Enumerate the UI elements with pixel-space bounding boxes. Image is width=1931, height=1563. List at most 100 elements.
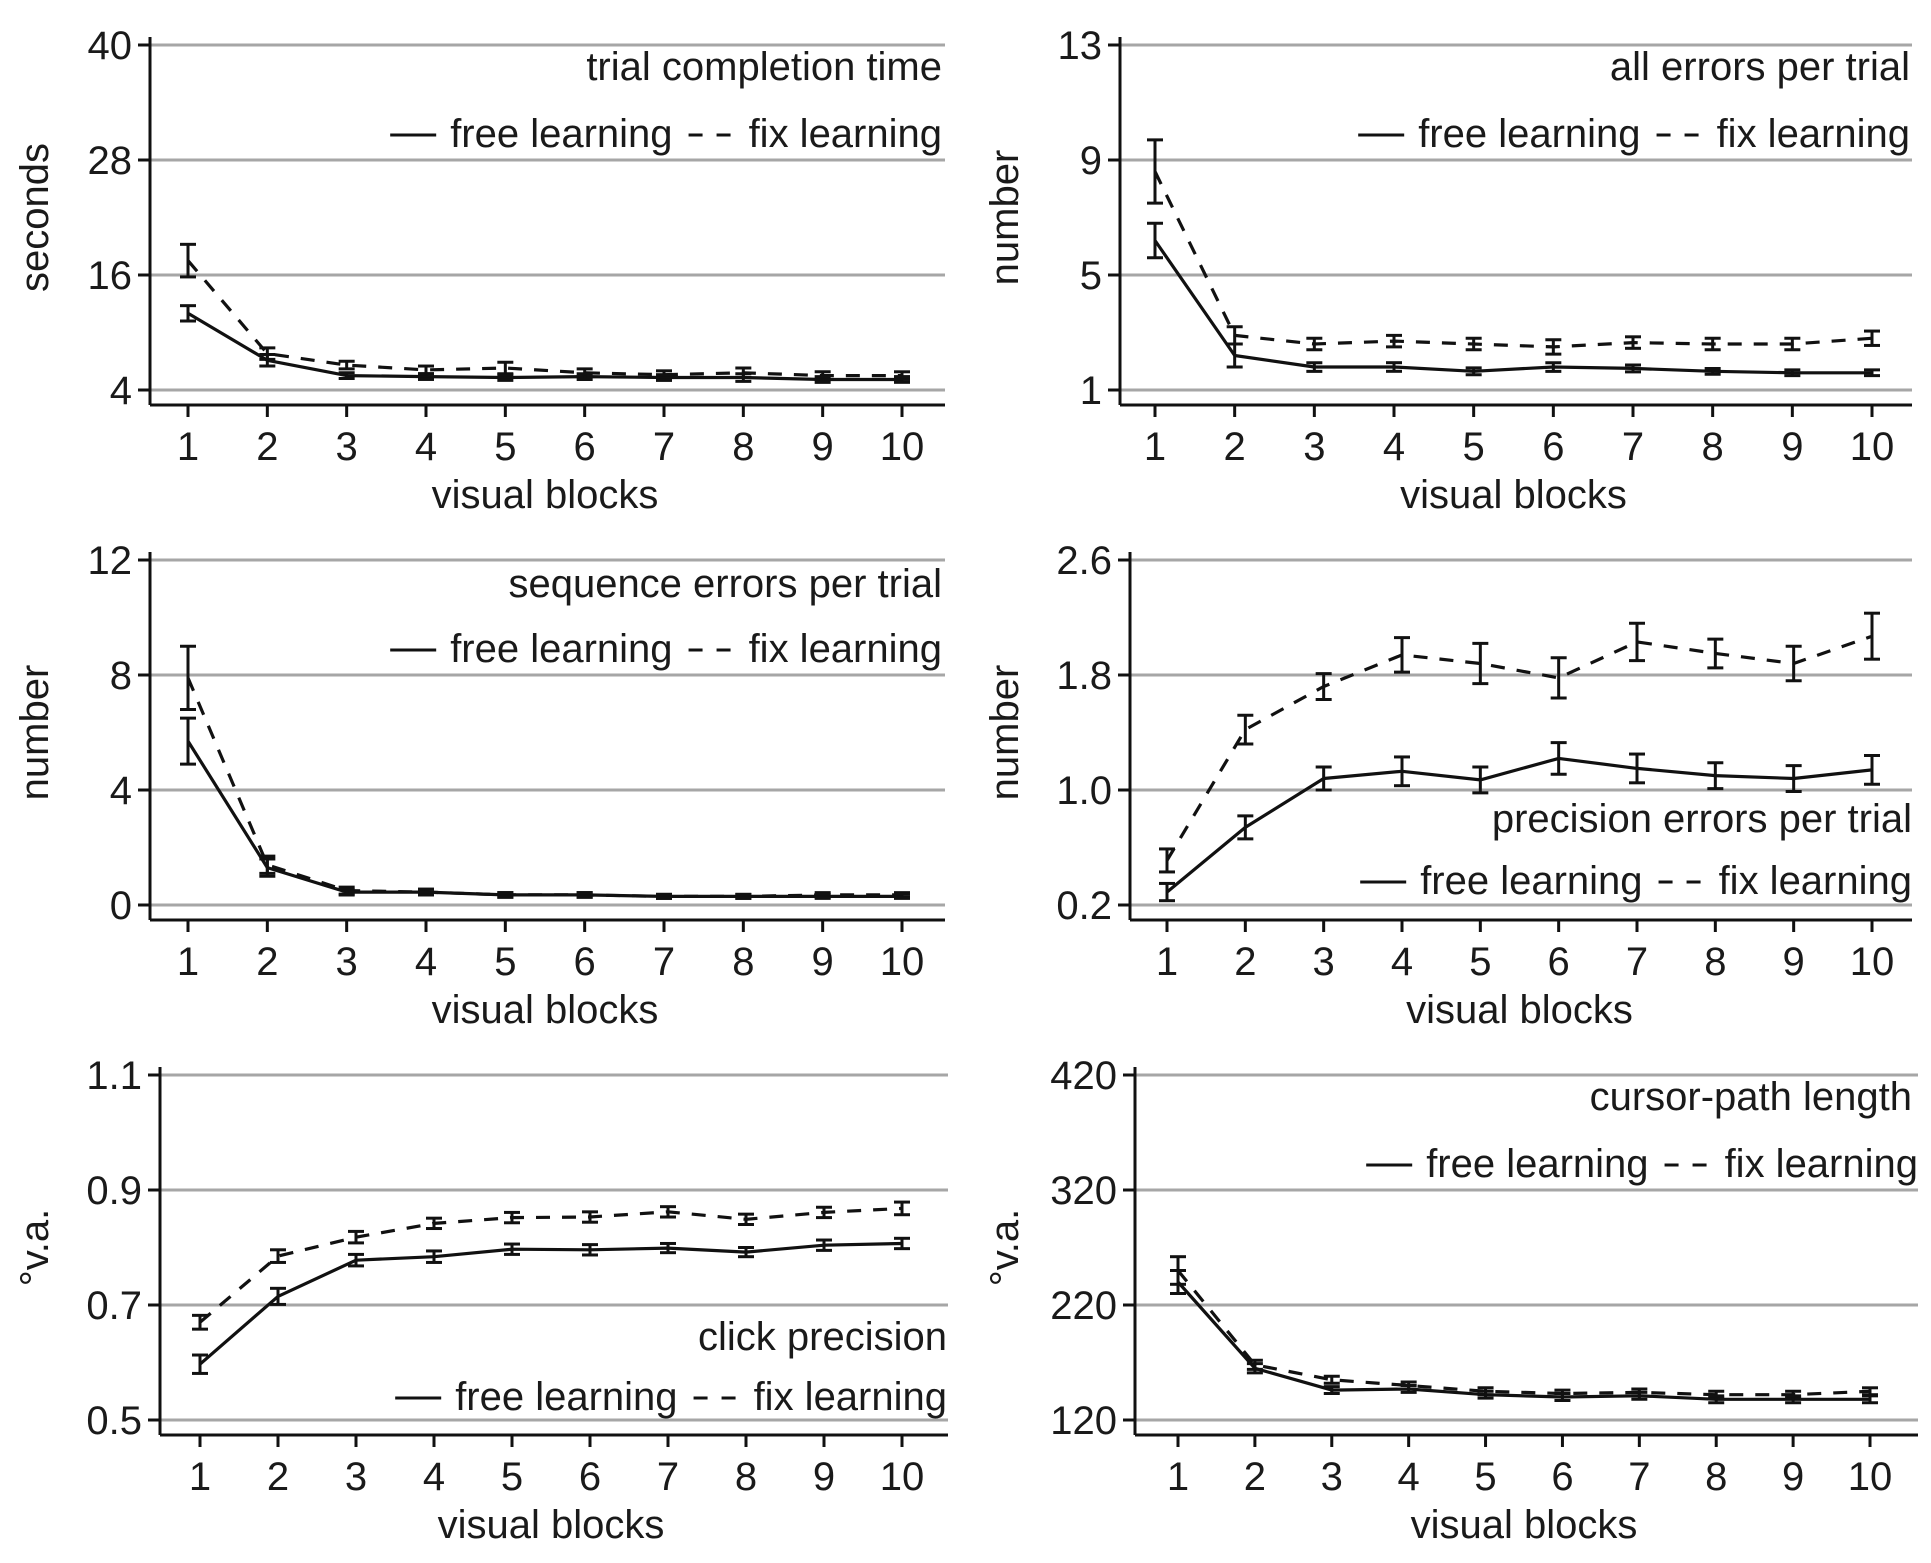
x-tick-label: 8 bbox=[1702, 425, 1724, 469]
panel-title: sequence errors per trial bbox=[508, 562, 942, 606]
y-tick-label: 0.9 bbox=[86, 1169, 142, 1213]
x-tick-label: 1 bbox=[189, 1455, 211, 1499]
y-tick-label: 0.7 bbox=[86, 1284, 142, 1328]
x-tick-label: 2 bbox=[256, 940, 278, 984]
chart-panel-2: 1 5 9 13 1 2 3 4 5 6 7 8 9 10 visual blocks number all e… bbox=[983, 24, 1912, 517]
x-axis-title: visual blocks bbox=[1411, 1503, 1638, 1547]
x-tick-label: 9 bbox=[812, 940, 834, 984]
x-tick-label: 9 bbox=[1783, 940, 1805, 984]
x-tick-label: 3 bbox=[336, 940, 358, 984]
x-tick-label: 3 bbox=[1303, 425, 1325, 469]
x-tick-label: 6 bbox=[574, 425, 596, 469]
x-tick-label: 3 bbox=[1321, 1455, 1343, 1499]
x-tick-label: 4 bbox=[1398, 1455, 1420, 1499]
legend: fix learning free learning bbox=[1358, 112, 1910, 156]
panel-title: cursor-path length bbox=[1590, 1075, 1912, 1119]
x-tick-label: 7 bbox=[653, 425, 675, 469]
legend-label-free: free learning bbox=[1426, 1142, 1648, 1186]
legend-label-free: free learning bbox=[1420, 859, 1642, 903]
x-tick-label: 8 bbox=[732, 425, 754, 469]
x-tick-label: 4 bbox=[415, 940, 437, 984]
y-tick-label: 2.6 bbox=[1056, 539, 1112, 583]
x-tick-label: 10 bbox=[1850, 425, 1895, 469]
x-tick-label: 4 bbox=[1383, 425, 1405, 469]
x-axis-title: visual blocks bbox=[1406, 988, 1633, 1032]
x-tick-label: 10 bbox=[1848, 1455, 1893, 1499]
x-tick-label: 9 bbox=[813, 1455, 835, 1499]
series-line-fix-learning bbox=[1153, 170, 1873, 349]
y-tick-label: 13 bbox=[1058, 24, 1103, 68]
x-tick-label: 5 bbox=[501, 1455, 523, 1499]
y-tick-label: 40 bbox=[88, 24, 133, 68]
x-tick-label: 5 bbox=[1474, 1455, 1496, 1499]
x-tick-label: 2 bbox=[256, 425, 278, 469]
chart-panel-1: 4 16 28 40 1 2 3 4 5 6 7 8 9 10 visual blocks seconds tr… bbox=[13, 24, 945, 517]
y-tick-label: 0 bbox=[110, 884, 132, 928]
legend-label-fix: fix learning bbox=[754, 1375, 947, 1419]
series-line-fix-learning bbox=[1176, 1269, 1871, 1397]
x-tick-label: 8 bbox=[735, 1455, 757, 1499]
legend-label-free: free learning bbox=[450, 627, 672, 671]
x-tick-label: 4 bbox=[415, 425, 437, 469]
y-tick-label: 5 bbox=[1080, 254, 1102, 298]
x-tick-label: 7 bbox=[1628, 1455, 1650, 1499]
x-tick-label: 6 bbox=[1542, 425, 1564, 469]
x-tick-label: 8 bbox=[732, 940, 754, 984]
x-tick-label: 1 bbox=[177, 425, 199, 469]
x-tick-label: 5 bbox=[1469, 940, 1491, 984]
x-tick-label: 6 bbox=[1548, 940, 1570, 984]
legend: fix learning free learning bbox=[395, 1375, 947, 1419]
y-tick-label: 9 bbox=[1080, 139, 1102, 183]
y-tick-label: 420 bbox=[1050, 1054, 1117, 1098]
panel-title: precision errors per trial bbox=[1492, 797, 1912, 841]
y-tick-label: 1.1 bbox=[86, 1054, 142, 1098]
legend: fix learning free learning bbox=[1360, 859, 1912, 903]
y-axis-title: °v.a. bbox=[983, 1209, 1027, 1287]
x-tick-label: 2 bbox=[1244, 1455, 1266, 1499]
x-tick-label: 10 bbox=[880, 425, 925, 469]
y-axis-title: °v.a. bbox=[13, 1209, 57, 1287]
x-tick-label: 2 bbox=[1234, 940, 1256, 984]
x-tick-label: 7 bbox=[653, 940, 675, 984]
y-tick-label: 220 bbox=[1050, 1284, 1117, 1328]
x-tick-label: 9 bbox=[1781, 425, 1803, 469]
x-tick-label: 10 bbox=[880, 940, 925, 984]
y-tick-label: 320 bbox=[1050, 1169, 1117, 1213]
x-tick-label: 7 bbox=[1622, 425, 1644, 469]
x-tick-label: 3 bbox=[336, 425, 358, 469]
x-tick-label: 7 bbox=[1626, 940, 1648, 984]
x-tick-label: 1 bbox=[1144, 425, 1166, 469]
x-tick-label: 3 bbox=[1313, 940, 1335, 984]
x-tick-label: 5 bbox=[1463, 425, 1485, 469]
y-tick-label: 4 bbox=[110, 769, 132, 813]
y-axis-title: number bbox=[13, 665, 57, 801]
x-tick-label: 6 bbox=[579, 1455, 601, 1499]
x-axis-title: visual blocks bbox=[1400, 473, 1627, 517]
legend-label-fix: fix learning bbox=[1719, 859, 1912, 903]
y-axis-title: number bbox=[983, 150, 1027, 286]
series-line-fix-learning bbox=[186, 259, 902, 378]
x-tick-label: 1 bbox=[1167, 1455, 1189, 1499]
x-tick-label: 3 bbox=[345, 1455, 367, 1499]
y-tick-label: 0.5 bbox=[86, 1399, 142, 1443]
x-tick-label: 2 bbox=[1224, 425, 1246, 469]
legend: fix learning free learning bbox=[390, 627, 942, 671]
y-tick-label: 1.8 bbox=[1056, 654, 1112, 698]
series-line-fix-learning bbox=[186, 677, 902, 899]
x-tick-label: 2 bbox=[267, 1455, 289, 1499]
panel-title: all errors per trial bbox=[1610, 45, 1910, 89]
series-line-fix-learning bbox=[198, 1206, 903, 1324]
x-tick-label: 6 bbox=[1551, 1455, 1573, 1499]
x-tick-label: 6 bbox=[574, 940, 596, 984]
x-tick-label: 1 bbox=[177, 940, 199, 984]
x-axis-title: visual blocks bbox=[432, 988, 659, 1032]
legend-label-fix: fix learning bbox=[1725, 1142, 1918, 1186]
y-tick-label: 1.0 bbox=[1056, 769, 1112, 813]
series-line-free-learning bbox=[186, 740, 902, 899]
legend-label-free: free learning bbox=[450, 112, 672, 156]
legend-label-fix: fix learning bbox=[749, 112, 942, 156]
series-line-free-learning bbox=[1153, 239, 1872, 375]
x-tick-label: 9 bbox=[1782, 1455, 1804, 1499]
